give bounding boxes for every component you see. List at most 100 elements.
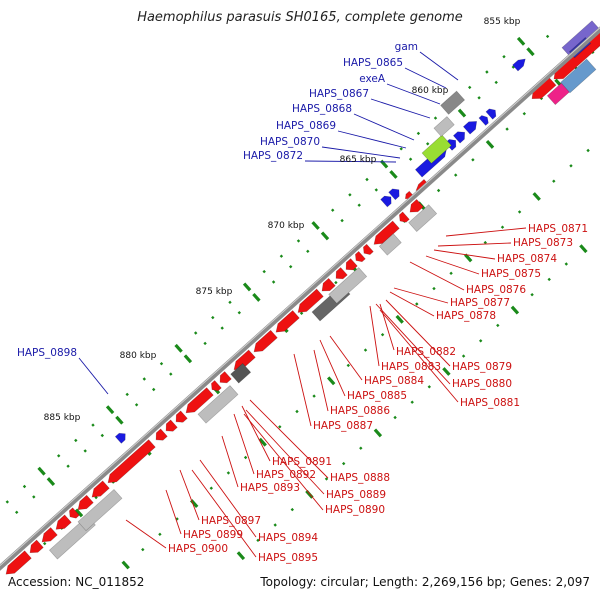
scale-tick [461,354,466,358]
scale-label: 885 kbp [44,413,81,423]
misc-feature-block [230,362,252,384]
scale-tick [373,428,383,438]
scale-tick [115,415,124,425]
accession-text: Accession: NC_011852 [8,575,145,589]
misc-feature-block [408,204,438,232]
label-leader-line [369,305,380,367]
label-leader-line [404,67,447,89]
scale-tick [348,193,352,197]
scale-tick [547,277,551,282]
scale-tick [46,477,56,487]
gene-label: HAPS_0887 [313,420,373,432]
scale-tick [296,239,301,243]
reverse-gene-arrow [5,550,32,575]
reverse-gene-arrow [69,507,80,519]
reverse-gene-arrow [175,410,188,423]
scale-tick [374,188,378,192]
misc-feature-block [433,116,455,137]
scale-tick [532,192,541,201]
reverse-gene-arrow [165,419,178,432]
gene-label: HAPS_0867 [309,88,369,100]
gene-label: HAPS_0886 [330,405,390,417]
scale-tick [395,314,404,324]
reverse-gene-arrow [233,349,256,371]
genome-title: Haemophilus parasuis SH0165, complete ge… [137,10,463,25]
scale-tick [468,85,472,90]
label-leader-line [304,160,397,163]
scale-tick [152,387,156,392]
scale-tick [194,331,198,335]
gene-label: exeA [359,73,386,85]
scale-tick [236,551,246,561]
scale-tick [516,36,526,46]
scale-tick [496,323,500,328]
gene-labels: gam HAPS_0865 exeA HAPS_0867 HAPS_0868 HAPS_0… [17,41,588,564]
scale-tick [552,179,556,183]
label-leader-line [319,339,346,397]
reverse-gene-arrow [77,494,94,511]
scale-tick [427,385,431,389]
gene-label: HAPS_0872 [243,150,303,162]
scale-tick [121,560,130,570]
scale-tick [105,405,115,415]
scale-tick [258,437,267,447]
scale-tick [483,240,487,245]
misc-feature-block [421,134,452,164]
label-leader-line [293,353,312,427]
scale-tick [183,354,193,364]
scale-tick [340,218,344,223]
scale-tick [564,262,568,266]
gene-label: HAPS_0890 [325,504,385,516]
scale-label: 880 kbp [120,351,157,361]
gene-label: HAPS_0873 [513,237,573,249]
scale-tick [174,343,183,353]
scale-tick [426,142,430,146]
forward-gene-arrow [114,432,126,444]
scale-label: 870 kbp [268,221,305,231]
scale-tick [380,333,385,337]
reverse-gene-arrow [211,380,222,392]
scale-tick [379,159,389,169]
scale-tick [311,221,320,230]
scale-tick [410,400,414,404]
gene-label: HAPS_0883 [381,361,441,373]
scale-tick [243,455,248,460]
scale-tick [359,446,363,450]
scale-tick [252,292,261,302]
label-leader-line [425,255,480,275]
gene-label: HAPS_0865 [343,57,403,69]
gene-label: HAPS_0870 [260,136,320,148]
scale-tick [237,311,241,315]
label-leader-line [125,519,167,549]
misc-feature-block [197,385,239,424]
misc-feature-block [378,233,402,256]
reverse-gene-arrow [29,539,44,554]
reverse-gene-arrow [335,267,348,280]
gene-label: HAPS_0881 [460,397,520,409]
scale-tick [457,108,467,118]
label-leader-line [419,51,459,81]
scale-label: 865 kbp [340,155,377,165]
reverse-gene-arrow [55,514,72,530]
label-leader-lines [78,51,527,558]
forward-gene-arrow [485,108,497,120]
reverse-gene-arrow [185,387,214,414]
reverse-gene-arrow [345,258,358,271]
scale-tick [134,403,139,407]
scale-tick [436,188,441,193]
scale-tick [334,280,338,285]
gene-label: HAPS_0878 [436,310,496,322]
label-leader-line [379,309,459,403]
scale-tick [449,271,453,275]
label-leader-line [243,413,324,511]
forward-gene-arrow [478,115,489,126]
scale-tick [442,367,451,376]
scale-tick [324,477,329,481]
scale-tick [100,433,104,438]
scale-label: 875 kbp [196,287,233,297]
scale-tick [454,173,458,177]
scale-tick [256,538,260,542]
label-leader-line [191,469,257,558]
scale-tick [279,254,284,258]
gene-label: HAPS_0874 [497,253,557,265]
